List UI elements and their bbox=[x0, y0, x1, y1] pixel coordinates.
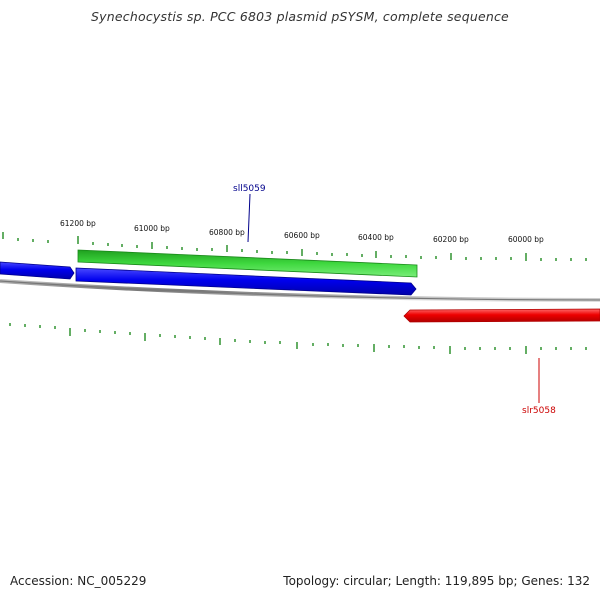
tick-label-60800: 60800 bp bbox=[209, 228, 245, 237]
map-title: Synechocystis sp. PCC 6803 plasmid pSYSM… bbox=[91, 9, 509, 24]
gene-label-sll5059[interactable]: sll5059 bbox=[233, 184, 266, 194]
inner-tick-row bbox=[9, 323, 587, 354]
accession-text: Accession: NC_005229 bbox=[10, 574, 147, 588]
tick-label-60000: 60000 bp bbox=[508, 235, 544, 244]
tick-label-61000: 61000 bp bbox=[134, 224, 170, 233]
gene-arrow-slr5058[interactable] bbox=[403, 308, 600, 323]
blue-gene-arrow-left[interactable] bbox=[0, 261, 75, 280]
gene-label-slr5058[interactable]: slr5058 bbox=[522, 406, 556, 416]
tick-labels: 61200 bp 61000 bp 60800 bp 60600 bp 6040… bbox=[60, 219, 544, 244]
tick-label-61200: 61200 bp bbox=[60, 219, 96, 228]
tick-label-60400: 60400 bp bbox=[358, 233, 394, 242]
green-feature-bar[interactable] bbox=[77, 249, 418, 278]
gene-arrow-sll5059[interactable] bbox=[75, 267, 417, 296]
tick-label-60600: 60600 bp bbox=[284, 231, 320, 240]
tick-label-60200: 60200 bp bbox=[433, 235, 469, 244]
backbone-line bbox=[0, 280, 600, 301]
sll5059-leader-line bbox=[247, 193, 251, 243]
sequence-summary-text: Topology: circular; Length: 119,895 bp; … bbox=[283, 574, 590, 588]
outer-tick-row bbox=[2, 232, 587, 261]
